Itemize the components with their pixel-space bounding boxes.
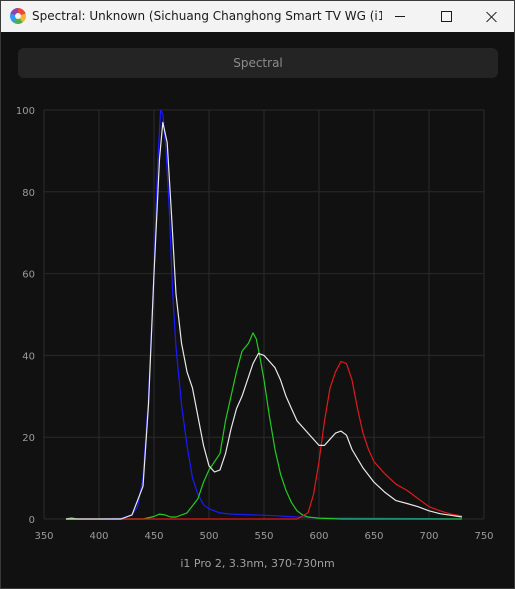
maximize-button[interactable] xyxy=(423,1,469,32)
y-tick-label: 40 xyxy=(22,351,35,362)
axis-layer: 350 400 450 500 550 600 650 700 750 0 20 40 60 80 100 xyxy=(16,106,494,542)
x-tick-label: 500 xyxy=(199,531,218,542)
y-tick-label: 100 xyxy=(16,106,35,117)
content-area: Spectral 350 400 450 500 550 600 650 700 750 0 20 4… xyxy=(1,32,514,588)
y-tick-label: 80 xyxy=(22,188,35,199)
minimize-button[interactable] xyxy=(377,1,423,32)
displaycal-icon xyxy=(10,8,26,24)
title-bar[interactable]: Spectral: Unknown (Sichuang Changhong Sm… xyxy=(1,1,514,32)
x-tick-label: 400 xyxy=(89,531,108,542)
x-tick-label: 450 xyxy=(144,531,163,542)
minimize-icon xyxy=(395,16,405,17)
window-title: Spectral: Unknown (Sichuang Changhong Sm… xyxy=(32,9,382,23)
x-tick-label: 700 xyxy=(419,531,438,542)
x-tick-label: 650 xyxy=(364,531,383,542)
x-tick-label: 350 xyxy=(34,531,53,542)
green-spectrum-line xyxy=(65,332,462,520)
blue-spectrum-line xyxy=(66,109,463,520)
x-tick-label: 550 xyxy=(254,531,273,542)
red-spectrum-line xyxy=(66,360,463,520)
grid-layer xyxy=(43,109,485,520)
spectral-button[interactable]: Spectral xyxy=(18,48,498,78)
y-tick-label: 20 xyxy=(22,433,35,444)
x-tick-label: 750 xyxy=(474,531,493,542)
close-button[interactable] xyxy=(469,1,514,32)
white-spectrum-line xyxy=(66,121,463,520)
x-tick-label: 600 xyxy=(309,531,328,542)
y-tick-label: 0 xyxy=(29,515,35,526)
instrument-label: i1 Pro 2, 3.3nm, 370-730nm xyxy=(180,557,335,570)
spectral-chart: 350 400 450 500 550 600 650 700 750 0 20 40 60 80 100 xyxy=(16,106,494,542)
close-icon xyxy=(486,11,498,23)
maximize-icon xyxy=(440,11,452,22)
y-tick-label: 60 xyxy=(22,270,35,281)
series-layer xyxy=(65,109,463,520)
